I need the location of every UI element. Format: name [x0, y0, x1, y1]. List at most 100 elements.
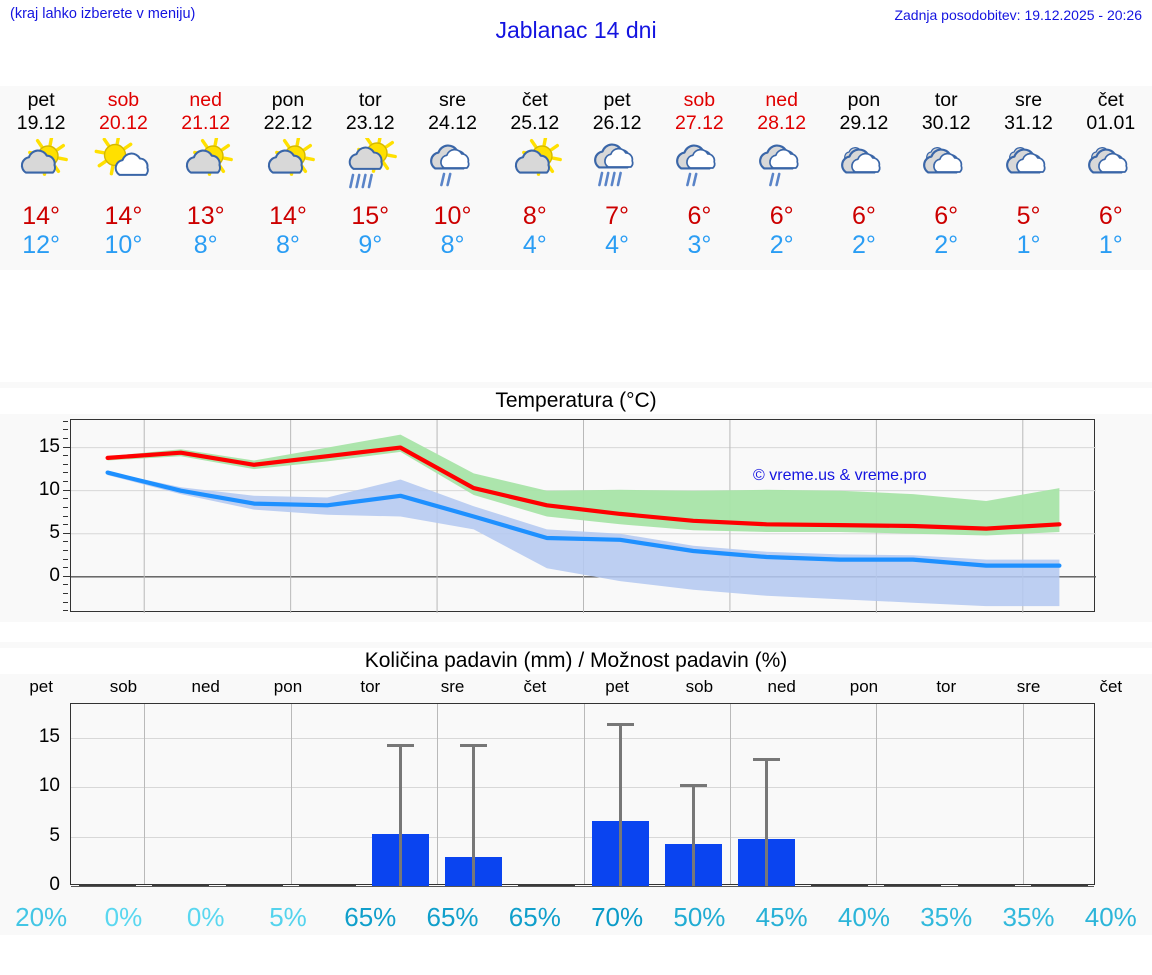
day-name: sre [439, 89, 467, 111]
day-low-temp: 3° [687, 231, 712, 259]
precipitation-probability: 65% [508, 902, 561, 932]
temperature-series-svg [71, 420, 1096, 613]
day-high-temp: 14° [104, 202, 143, 230]
precipitation-probability: 45% [755, 902, 808, 932]
precipitation-probability: 40% [837, 902, 890, 932]
day-column[interactable]: pon 29.12 6° 2° [823, 86, 905, 270]
day-low-temp: 1° [1016, 231, 1041, 259]
day-column[interactable]: tor 23.12 15° 9° [329, 86, 411, 270]
sun-cloud-right-icon [92, 138, 154, 196]
day-low-temp: 4° [605, 231, 630, 259]
day-column[interactable]: sob 20.12 14° 10° [82, 86, 164, 270]
precipitation-whisker [691, 784, 695, 886]
day-name: čet [1097, 89, 1124, 111]
temperature-axis-tick [63, 549, 68, 551]
day-high-temp: 6° [934, 202, 959, 230]
day-high-temp: 6° [769, 202, 794, 230]
precipitation-chart-title: Količina padavin (mm) / Možnost padavin … [0, 648, 1152, 674]
precipitation-whisker [765, 758, 769, 886]
day-column[interactable]: sob 27.12 6° 3° [658, 86, 740, 270]
precipitation-y-tick-label: 10 [38, 775, 60, 797]
precipitation-bar-zero [884, 884, 942, 886]
cloud-rain-heavy-icon [586, 138, 648, 196]
precipitation-gridline-vertical [876, 704, 878, 884]
day-column[interactable]: pet 19.12 14° 12° [0, 86, 82, 270]
day-date: 26.12 [592, 112, 642, 134]
day-column[interactable]: čet 25.12 8° 4° [494, 86, 576, 270]
temperature-axis-tick [63, 524, 68, 526]
sun-cloud-icon [10, 138, 72, 196]
precipitation-probability: 0% [104, 902, 143, 932]
precipitation-probability: 5% [269, 902, 307, 932]
cloud-icon [833, 138, 895, 196]
day-low-temp: 1° [1098, 231, 1123, 259]
precipitation-probability: 0% [186, 902, 225, 932]
precipitation-probability-row: 20% 0% 0% 5% 65% 65% 65% 70% 50% 45% 40% 35% 35% 40% [0, 900, 1152, 936]
day-column[interactable]: čet 01.01 6° 1° [1070, 86, 1152, 270]
day-high-temp: 6° [852, 202, 876, 230]
day-name: pet [27, 89, 55, 111]
sun-cloud-icon [504, 138, 566, 196]
precipitation-probability: 50% [673, 902, 726, 932]
temperature-axis-tick [63, 515, 68, 517]
day-name: sob [107, 89, 140, 111]
day-date: 25.12 [510, 112, 560, 134]
precipitation-day-label: sob [109, 677, 138, 696]
day-name: pon [271, 89, 305, 111]
temperature-axis-tick [63, 601, 68, 603]
temperature-axis-tick [63, 506, 68, 508]
day-high-temp: 8° [522, 202, 547, 230]
day-name: ned [765, 89, 798, 111]
day-name: pon [847, 89, 881, 111]
precipitation-day-label: pet [29, 677, 53, 696]
temperature-y-tick-label: 10 [38, 478, 60, 500]
precipitation-probability: 65% [344, 902, 397, 932]
precipitation-y-tick-label: 0 [49, 874, 60, 895]
day-column[interactable]: tor 30.12 6° 2° [905, 86, 987, 270]
day-name: sre [1014, 89, 1043, 111]
precipitation-gridline-vertical [583, 704, 585, 884]
day-high-temp: 13° [186, 202, 225, 230]
day-high-temp: 5° [1016, 202, 1041, 230]
precipitation-whisker [398, 743, 402, 886]
day-date: 20.12 [99, 112, 148, 134]
precipitation-day-label: sob [685, 677, 714, 696]
copyright-label: © vreme.us & vreme.pro [753, 467, 927, 484]
cloud-icon [1080, 138, 1142, 196]
day-column[interactable]: sre 31.12 5° 1° [987, 86, 1069, 270]
page-header: (kraj lahko izberete v meniju) Jablanac … [0, 0, 1152, 84]
temperature-axis-tick [63, 455, 68, 457]
precipitation-probability: 35% [1002, 902, 1055, 932]
day-name: ned [189, 89, 222, 111]
day-high-temp: 6° [1098, 202, 1123, 230]
menu-hint: (kraj lahko izberete v meniju) [10, 6, 196, 22]
precipitation-probability: 40% [1084, 902, 1137, 932]
day-low-temp: 10° [104, 231, 143, 259]
day-column[interactable]: sre 24.12 10° 8° [411, 86, 493, 270]
day-column[interactable]: pon 22.12 14° 8° [247, 86, 329, 270]
precipitation-gridline-vertical [437, 704, 439, 884]
temperature-axis-tick [63, 532, 70, 534]
day-column[interactable]: ned 21.12 13° 8° [165, 86, 247, 270]
precipitation-day-label: čet [523, 677, 547, 696]
precipitation-whisker-cap [606, 722, 634, 726]
precipitation-day-label: pon [273, 677, 303, 696]
precipitation-bar-zero [811, 884, 869, 886]
day-date: 24.12 [428, 112, 477, 134]
precipitation-day-label: sre [1016, 677, 1041, 696]
precipitation-day-label: pon [849, 677, 879, 696]
day-column[interactable]: ned 28.12 6° 2° [741, 86, 823, 270]
temperature-axis-tick [63, 558, 68, 560]
temperature-chart-title: Temperatura (°C) [0, 388, 1152, 414]
day-low-temp: 9° [358, 231, 383, 259]
day-high-temp: 14° [22, 202, 61, 230]
temperature-axis-tick [63, 481, 68, 483]
temperature-axis-tick [63, 429, 68, 431]
day-column[interactable]: pet 26.12 7° 4° [576, 86, 658, 270]
precipitation-day-label: tor [936, 677, 957, 696]
day-low-temp: 12° [22, 231, 61, 259]
precipitation-whisker-cap [460, 743, 488, 747]
temperature-axis-tick [63, 584, 68, 586]
temperature-axis-tick [63, 446, 70, 448]
